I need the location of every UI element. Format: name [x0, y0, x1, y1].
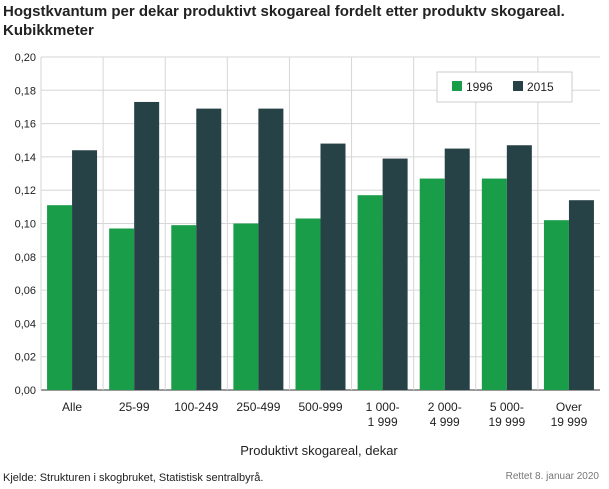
bar-1996 — [47, 205, 73, 390]
bar-1996 — [233, 223, 259, 390]
bars — [47, 101, 594, 391]
bar-2015 — [134, 101, 160, 390]
bar-2015 — [506, 145, 532, 390]
x-tick-label: 2 000-4 999 — [428, 400, 462, 429]
x-axis-ticks: Alle 25-99 100-249 250-499 500-999 1 000-1 99… — [62, 400, 588, 429]
bar-chart: 0,00 0,02 0,04 0,06 0,08 0,10 0,12 0,14 0,16 0,18… — [15, 52, 600, 458]
y-tick-label: 0,06 — [15, 285, 36, 297]
y-tick-label: 0,12 — [15, 185, 36, 197]
x-tick-label: 5 000-19 999 — [488, 400, 525, 429]
bar-2015 — [382, 158, 408, 390]
bar-1996 — [171, 225, 197, 390]
x-tick-label: 500-999 — [298, 400, 342, 414]
y-tick-label: 0,16 — [15, 119, 36, 131]
y-tick-label: 0,18 — [15, 85, 36, 97]
y-tick-label: 0,10 — [15, 219, 36, 231]
y-tick-label: 0,02 — [15, 352, 36, 364]
legend-swatch-2015 — [513, 81, 523, 91]
bar-2015 — [320, 143, 346, 390]
x-tick-label: Alle — [62, 400, 82, 414]
x-tick-label: 250-499 — [236, 400, 280, 414]
bar-2015 — [444, 148, 470, 390]
x-tick-label: 1 000-1 999 — [366, 400, 400, 429]
legend-label: 2015 — [527, 80, 554, 94]
y-tick-label: 0,04 — [15, 318, 36, 330]
x-tick-label: Over 19 999 — [551, 400, 588, 429]
chart-title: Hogstkvantum per dekar produktivt skogar… — [3, 3, 565, 39]
y-axis-ticks: 0,00 0,02 0,04 0,06 0,08 0,10 0,12 0,14 0,16 0,18… — [15, 52, 36, 397]
revision-note: Rettet 8. januar 2020 — [505, 471, 599, 482]
y-tick-label: 0,20 — [15, 52, 36, 64]
x-tick-label: 25-99 — [119, 400, 150, 414]
legend-swatch-1996 — [452, 81, 462, 91]
bar-2015 — [72, 150, 98, 390]
source-note: Kjelde: Strukturen i skogbruket, Statist… — [3, 472, 264, 484]
y-tick-label: 0,14 — [15, 152, 36, 164]
bar-2015 — [196, 108, 222, 391]
y-tick-label: 0,08 — [15, 252, 36, 264]
bar-1996 — [109, 228, 135, 390]
bar-2015 — [258, 108, 284, 391]
x-tick-label: 100-249 — [174, 400, 218, 414]
bar-1996 — [295, 218, 321, 390]
legend: 1996 2015 — [436, 71, 573, 103]
y-tick-label: 0,00 — [15, 385, 36, 397]
bar-1996 — [357, 195, 383, 390]
x-axis-label: Produktivt skogareal, dekar — [240, 443, 398, 458]
legend-label: 1996 — [466, 80, 493, 94]
bar-1996 — [481, 178, 507, 390]
bar-1996 — [419, 178, 445, 390]
bar-1996 — [543, 220, 569, 390]
bar-2015 — [568, 200, 594, 390]
